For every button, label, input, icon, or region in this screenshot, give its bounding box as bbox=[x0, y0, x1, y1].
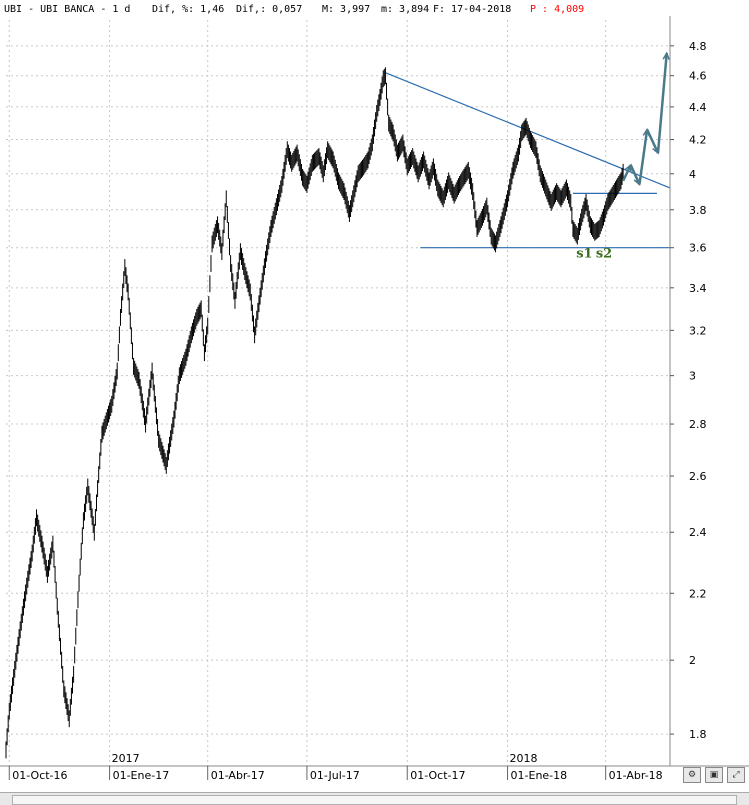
horizontal-scrollbar[interactable] bbox=[0, 792, 749, 805]
y-tick-label: 2 bbox=[689, 654, 696, 667]
trend-lines bbox=[385, 72, 671, 249]
year-marker-label: 2017 bbox=[112, 752, 140, 765]
projection bbox=[621, 51, 670, 186]
x-tick-label: 01-Oct-16 bbox=[12, 769, 67, 782]
projection-segment bbox=[656, 53, 668, 154]
projection-segment bbox=[629, 164, 641, 185]
header-price: P : 4,009 bbox=[530, 4, 584, 15]
y-tick-label: 2.6 bbox=[689, 470, 707, 483]
header-min: m: 3,894 bbox=[381, 4, 429, 15]
y-tick-label: 4 bbox=[689, 168, 696, 181]
x-tick-label: 01-Ene-18 bbox=[511, 769, 568, 782]
descending-resistance bbox=[385, 72, 671, 189]
y-tick-label: 2.2 bbox=[689, 587, 707, 600]
y-tick-label: 2.4 bbox=[689, 526, 707, 539]
header-diff: Dif,: 0,057 bbox=[236, 4, 302, 15]
save-icon[interactable]: ▣ bbox=[705, 767, 723, 783]
x-tick-label: 01-Ene-17 bbox=[113, 769, 170, 782]
y-tick-label: 4.6 bbox=[689, 70, 707, 83]
x-axis: 01-Oct-16 01-Ene-17 01-Abr-17 01-Jul-17 01-O… bbox=[0, 752, 749, 782]
x-tick-label: 01-Abr-17 bbox=[211, 769, 265, 782]
annotation-label: s1 bbox=[576, 247, 592, 262]
y-tick-label: 4.8 bbox=[689, 40, 707, 53]
x-tick-label: 01-Oct-17 bbox=[410, 769, 465, 782]
y-tick-label: 4.2 bbox=[689, 134, 707, 147]
y-tick-label: 3.8 bbox=[689, 204, 707, 217]
projection-segment bbox=[645, 129, 660, 154]
year-marker-label: 2018 bbox=[510, 752, 538, 765]
header-ticker: UBI - UBI BANCA - 1 d bbox=[4, 4, 130, 15]
header-max: M: 3,997 bbox=[322, 4, 370, 15]
projection-segment bbox=[621, 164, 632, 182]
y-tick-label: 3 bbox=[689, 370, 696, 383]
settings-icon[interactable]: ⚙ bbox=[683, 767, 701, 783]
price-series bbox=[5, 67, 624, 759]
grid bbox=[6, 20, 670, 766]
projection-segment bbox=[638, 129, 649, 185]
projection-arrowhead bbox=[662, 51, 670, 60]
y-tick-label: 1.8 bbox=[689, 728, 707, 741]
x-tick-label: 01-Abr-18 bbox=[609, 769, 663, 782]
header-pct: Dif, %: 1,46 bbox=[152, 4, 224, 15]
scrollbar-thumb[interactable] bbox=[12, 795, 737, 805]
y-axis: 1.8 2 2.2 2.4 2.6 2.8 3 3.2 3.4 3.6 3.8 4 4.2 4.4 4.6 4… bbox=[669, 16, 707, 766]
expand-icon[interactable]: ⤢ bbox=[727, 767, 745, 783]
y-tick-label: 3.6 bbox=[689, 242, 707, 255]
y-tick-label: 3.2 bbox=[689, 324, 707, 337]
chart-toolbar: ⚙ ▣ ⤢ bbox=[683, 767, 745, 783]
y-tick-label: 4.4 bbox=[689, 101, 707, 114]
annotation-label: s2 bbox=[596, 247, 612, 262]
y-tick-label: 3.4 bbox=[689, 282, 707, 295]
header-bar: UBI - UBI BANCA - 1 d Dif, %: 1,46 Dif,:… bbox=[4, 4, 584, 15]
y-tick-label: 2.8 bbox=[689, 418, 707, 431]
x-tick-label: 01-Jul-17 bbox=[310, 769, 360, 782]
annotations: s1 s2 bbox=[576, 247, 612, 262]
header-date: F: 17-04-2018 bbox=[433, 4, 511, 15]
